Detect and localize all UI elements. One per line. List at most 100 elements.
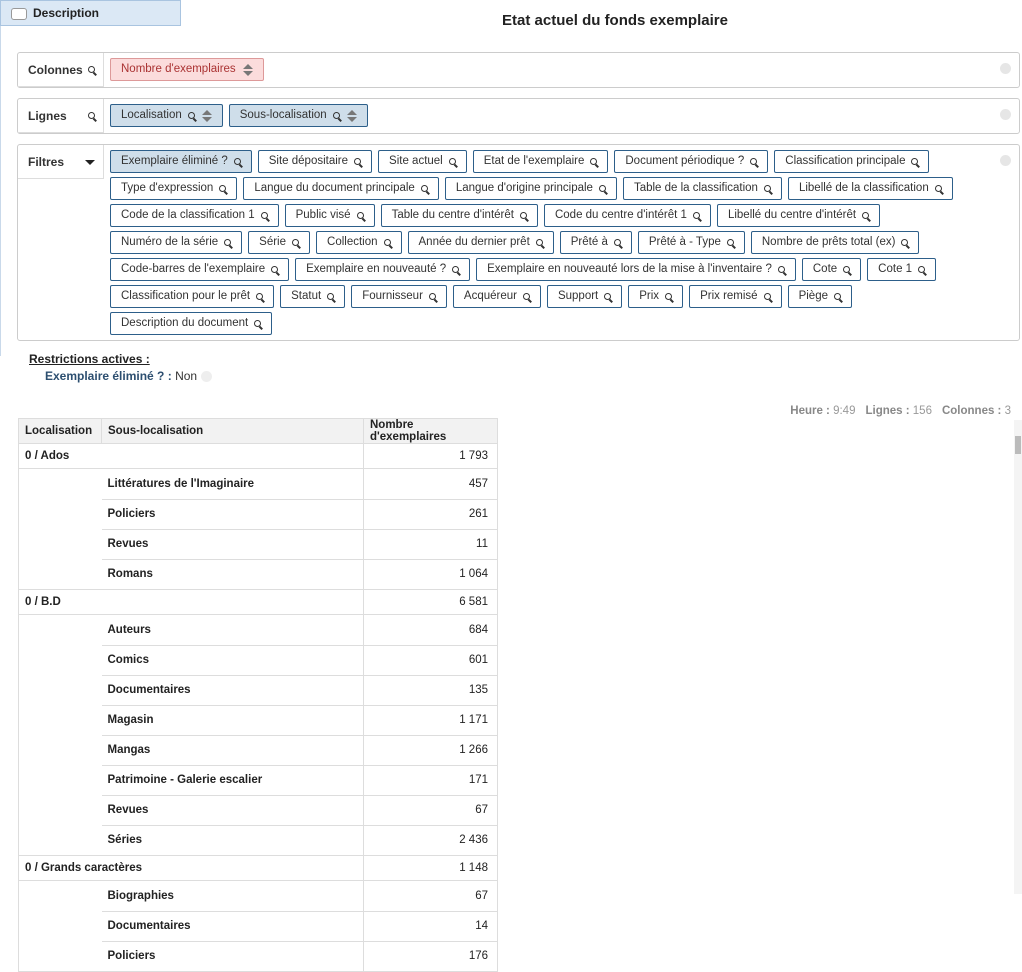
search-icon[interactable] bbox=[332, 112, 340, 119]
search-icon[interactable] bbox=[88, 66, 95, 73]
restriction-label: Exemplaire éliminé ? : bbox=[45, 369, 172, 383]
search-icon[interactable] bbox=[777, 266, 785, 273]
chip[interactable]: Nombre d'exemplaires bbox=[110, 58, 264, 81]
search-icon[interactable] bbox=[726, 239, 734, 246]
search-icon[interactable] bbox=[911, 158, 919, 165]
chip[interactable]: Type d'expression bbox=[110, 177, 238, 200]
column-header[interactable]: Nombre d'exemplaires bbox=[363, 418, 498, 444]
chip[interactable]: Piège bbox=[787, 285, 852, 308]
search-icon[interactable] bbox=[292, 239, 300, 246]
chip[interactable]: Collection bbox=[316, 231, 402, 254]
clear-button[interactable] bbox=[1000, 109, 1011, 120]
rows-panel: Lignes Localisation Sous-localisation bbox=[17, 98, 1020, 134]
chip[interactable]: Classification principale bbox=[774, 150, 930, 173]
chip[interactable]: Cote 1 bbox=[867, 258, 937, 281]
search-icon[interactable] bbox=[692, 212, 700, 219]
search-icon[interactable] bbox=[862, 212, 870, 219]
search-icon[interactable] bbox=[383, 239, 391, 246]
column-header[interactable]: Localisation bbox=[18, 418, 102, 444]
search-icon[interactable] bbox=[219, 185, 227, 192]
chip[interactable]: Table du centre d'intérêt bbox=[380, 204, 538, 227]
column-header[interactable]: Sous-localisation bbox=[101, 418, 364, 444]
search-icon[interactable] bbox=[918, 266, 926, 273]
chip[interactable]: Numéro de la série bbox=[110, 231, 243, 254]
scrollbar[interactable] bbox=[1014, 420, 1022, 894]
chip[interactable]: Site actuel bbox=[378, 150, 467, 173]
search-icon[interactable] bbox=[233, 158, 241, 165]
search-icon[interactable] bbox=[843, 266, 851, 273]
chip[interactable]: Etat de l'exemplaire bbox=[472, 150, 609, 173]
chip[interactable]: Document périodique ? bbox=[614, 150, 769, 173]
chip[interactable]: Libellé du centre d'intérêt bbox=[716, 204, 881, 227]
label-text: Filtres bbox=[28, 155, 65, 169]
search-icon[interactable] bbox=[256, 293, 264, 300]
scroll-thumb[interactable] bbox=[1015, 436, 1021, 454]
chip[interactable]: Cote bbox=[801, 258, 862, 281]
search-icon[interactable] bbox=[834, 293, 841, 300]
search-icon[interactable] bbox=[519, 212, 527, 219]
chip[interactable]: Localisation bbox=[110, 104, 223, 127]
stat-label: Heure : bbox=[790, 405, 830, 417]
indent bbox=[18, 705, 102, 735]
description-tab[interactable]: Description bbox=[0, 0, 181, 26]
search-icon[interactable] bbox=[604, 293, 612, 300]
search-icon[interactable] bbox=[763, 185, 771, 192]
search-icon[interactable] bbox=[522, 293, 530, 300]
clear-button[interactable] bbox=[1000, 63, 1011, 74]
chip[interactable]: Libellé de la classification bbox=[787, 177, 953, 200]
chip[interactable]: Nombre de prêts total (ex) bbox=[750, 231, 920, 254]
search-icon[interactable] bbox=[452, 266, 460, 273]
chip[interactable]: Site dépositaire bbox=[257, 150, 373, 173]
search-icon[interactable] bbox=[934, 185, 942, 192]
search-icon[interactable] bbox=[750, 158, 758, 165]
search-icon[interactable] bbox=[187, 112, 195, 119]
search-icon[interactable] bbox=[590, 158, 598, 165]
chip[interactable]: Code du centre d'intérêt 1 bbox=[543, 204, 711, 227]
search-icon[interactable] bbox=[356, 212, 364, 219]
count: 171 bbox=[363, 765, 498, 796]
chip[interactable]: Public visé bbox=[284, 204, 375, 227]
chip[interactable]: Table de la classification bbox=[622, 177, 782, 200]
search-icon[interactable] bbox=[613, 239, 621, 246]
chip[interactable]: Année du dernier prêt bbox=[407, 231, 554, 254]
chip[interactable]: Série bbox=[248, 231, 311, 254]
search-icon[interactable] bbox=[354, 158, 362, 165]
search-icon[interactable] bbox=[254, 320, 262, 327]
chip[interactable]: Statut bbox=[280, 285, 346, 308]
search-icon[interactable] bbox=[271, 266, 279, 273]
chip[interactable]: Description du document bbox=[110, 312, 273, 335]
chip[interactable]: Sous-localisation bbox=[228, 104, 368, 127]
search-icon[interactable] bbox=[88, 112, 95, 119]
chip[interactable]: Code de la classification 1 bbox=[110, 204, 279, 227]
search-icon[interactable] bbox=[901, 239, 909, 246]
search-icon[interactable] bbox=[260, 212, 268, 219]
search-icon[interactable] bbox=[665, 293, 673, 300]
chip[interactable]: Prix remisé bbox=[689, 285, 782, 308]
chip[interactable]: Prêté à - Type bbox=[637, 231, 745, 254]
chip-label: Exemplaire en nouveauté ? bbox=[306, 263, 447, 275]
search-icon[interactable] bbox=[327, 293, 335, 300]
chip[interactable]: Langue du document principale bbox=[243, 177, 439, 200]
search-icon[interactable] bbox=[224, 239, 232, 246]
chip[interactable]: Classification pour le prêt bbox=[110, 285, 275, 308]
columns-panel: Colonnes Nombre d'exemplaires bbox=[17, 52, 1020, 88]
chip[interactable]: Exemplaire éliminé ? bbox=[110, 150, 252, 173]
chip[interactable]: Code-barres de l'exemplaire bbox=[110, 258, 290, 281]
search-icon[interactable] bbox=[420, 185, 428, 192]
chip[interactable]: Exemplaire en nouveauté lors de la mise … bbox=[476, 258, 796, 281]
search-icon[interactable] bbox=[598, 185, 606, 192]
toggle-icon[interactable] bbox=[85, 160, 95, 165]
clear-button[interactable] bbox=[1000, 155, 1011, 166]
chip[interactable]: Fournisseur bbox=[351, 285, 447, 308]
chip[interactable]: Exemplaire en nouveauté ? bbox=[295, 258, 471, 281]
chip[interactable]: Acquéreur bbox=[452, 285, 541, 308]
search-icon[interactable] bbox=[448, 158, 456, 165]
chip[interactable]: Prêté à bbox=[559, 231, 632, 254]
chip[interactable]: Langue d'origine principale bbox=[444, 177, 617, 200]
chip[interactable]: Prix bbox=[628, 285, 684, 308]
remove-icon[interactable] bbox=[201, 371, 213, 383]
search-icon[interactable] bbox=[535, 239, 543, 246]
search-icon[interactable] bbox=[763, 293, 771, 300]
search-icon[interactable] bbox=[428, 293, 436, 300]
chip[interactable]: Support bbox=[546, 285, 623, 308]
